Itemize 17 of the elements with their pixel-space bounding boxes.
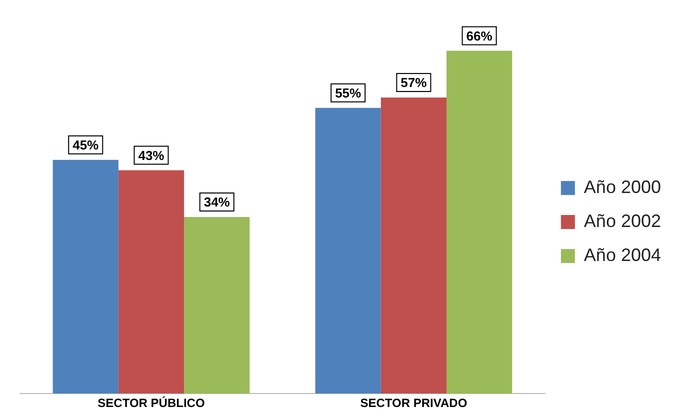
bar	[52, 160, 118, 394]
data-label: 66%	[466, 28, 493, 44]
legend-label: Año 2002	[584, 210, 662, 231]
bar	[315, 108, 381, 394]
data-label: 57%	[400, 75, 428, 90]
legend-label: Año 2000	[584, 176, 662, 197]
data-label: 43%	[138, 148, 165, 163]
data-label: 34%	[204, 194, 230, 210]
x-tick-label: SECTOR PRIVADO	[360, 396, 468, 410]
bar	[118, 170, 184, 394]
bar	[184, 216, 250, 394]
legend-label: Año 2004	[584, 244, 662, 265]
bar	[446, 50, 512, 394]
data-label: 45%	[72, 137, 100, 152]
bar	[380, 98, 447, 394]
x-tick-label: SECTOR PÚBLICO	[98, 396, 205, 410]
data-label: 55%	[335, 85, 362, 100]
